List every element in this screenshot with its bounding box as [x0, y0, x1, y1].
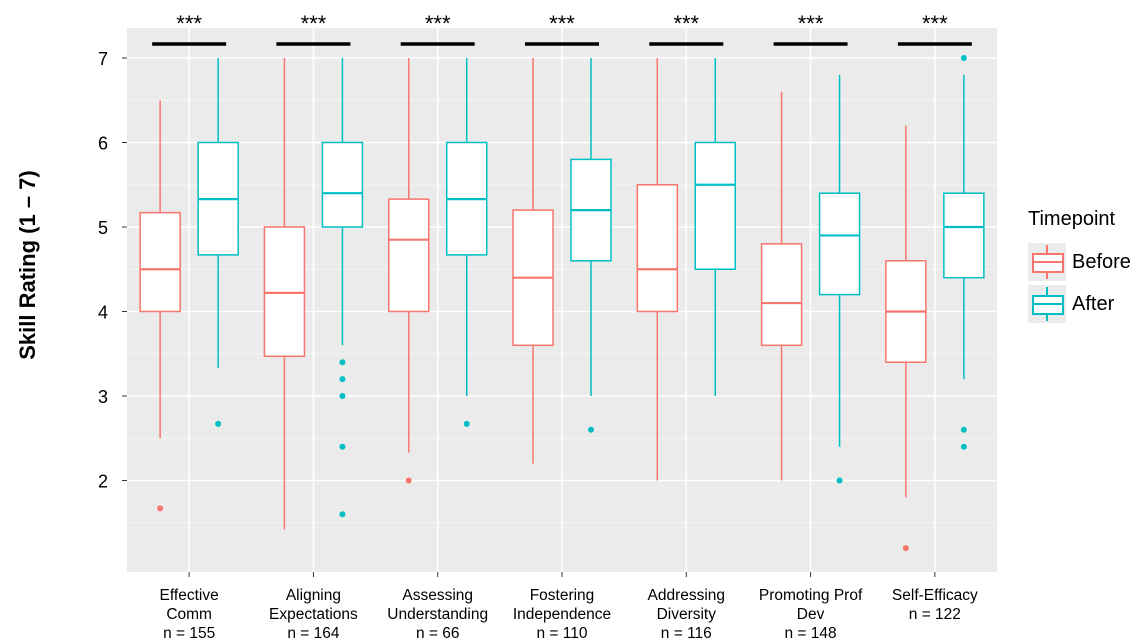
- box-marks: [139, 55, 985, 552]
- after-outlier-point: [960, 55, 967, 61]
- legend-title: Timepoint: [1028, 208, 1116, 230]
- before-box: [139, 211, 181, 313]
- y-axis-label-wrap: Skill Rating (1 – 7): [8, 100, 48, 430]
- after-outlier-point: [339, 443, 346, 450]
- after-box: [943, 192, 985, 279]
- x-tick-label: Fostering: [530, 587, 595, 604]
- legend-key-before: [1028, 243, 1066, 281]
- after-outlier-point: [339, 376, 346, 383]
- before-outlier-point: [902, 545, 909, 552]
- after-box: [321, 141, 364, 228]
- legend-label-after: After: [1072, 292, 1115, 315]
- legend-item-after: After: [1028, 283, 1131, 325]
- x-tick-label: Aligning: [286, 587, 341, 604]
- x-tick-label: Understanding: [387, 606, 488, 623]
- after-outlier-point: [836, 477, 843, 484]
- legend: Timepoint Before After: [1028, 208, 1131, 325]
- x-tick-label: n = 155: [163, 625, 215, 642]
- x-tick-label: n = 164: [287, 625, 340, 642]
- after-outlier-point: [215, 420, 222, 427]
- y-tick-label: 7: [98, 49, 108, 69]
- x-tick-label: Self-Efficacy: [892, 587, 978, 604]
- after-outlier-point: [339, 393, 346, 399]
- y-tick-label: 4: [98, 303, 108, 323]
- x-tick-label: Comm: [166, 606, 212, 623]
- after-box: [694, 141, 737, 270]
- legend-item-before: Before: [1028, 241, 1131, 283]
- x-tick-label: n = 122: [909, 606, 961, 623]
- x-tick-label: Dev: [797, 606, 825, 623]
- x-tick-label: n = 110: [537, 625, 588, 642]
- after-box: [818, 192, 861, 296]
- y-tick-label: 5: [98, 218, 108, 238]
- significance-label: ***: [922, 11, 948, 36]
- before-outlier-point: [405, 477, 412, 484]
- y-tick-label: 3: [98, 387, 108, 407]
- legend-key-after: [1028, 285, 1066, 323]
- significance-label: ***: [673, 11, 699, 36]
- significance-label: ***: [176, 11, 202, 36]
- before-box: [760, 243, 803, 347]
- before-box: [387, 198, 430, 313]
- significance-label: ***: [549, 11, 575, 36]
- significance-label: ***: [425, 11, 451, 36]
- after-outlier-point: [960, 443, 967, 450]
- x-tick-label: n = 116: [661, 625, 712, 642]
- after-outlier-point: [960, 426, 967, 433]
- before-outlier-point: [157, 505, 164, 512]
- x-tick-label: n = 66: [416, 625, 460, 642]
- x-tick-label: Addressing: [648, 587, 726, 604]
- y-axis-ticks: 2 3 4 5 6 7: [98, 49, 127, 492]
- after-outlier-point: [339, 359, 346, 366]
- significance-label: ***: [798, 11, 824, 36]
- significance-label: ***: [301, 11, 327, 36]
- x-tick-label: Expectations: [269, 606, 358, 623]
- after-outlier-point: [339, 511, 346, 518]
- before-box: [263, 226, 306, 358]
- y-axis-label: Skill Rating (1 – 7): [15, 170, 40, 360]
- before-box: [636, 184, 679, 313]
- after-outlier-point: [588, 426, 594, 433]
- y-tick-label: 2: [98, 472, 108, 492]
- significance-markers: *** *** *** *** *** *** ***: [152, 11, 972, 46]
- x-tick-label: Diversity: [657, 606, 717, 623]
- x-tick-label: Promoting Prof: [759, 587, 863, 604]
- legend-label-before: Before: [1072, 250, 1131, 273]
- x-tick-label: n = 148: [784, 625, 836, 642]
- x-axis-ticks: Effective Comm n = 155 Aligning Expectations…: [160, 572, 978, 642]
- x-tick-label: Independence: [513, 606, 611, 623]
- x-tick-label: Assessing: [402, 587, 473, 604]
- x-tick-label: Effective: [160, 587, 219, 604]
- y-tick-label: 6: [98, 134, 108, 154]
- after-outlier-point: [463, 420, 470, 427]
